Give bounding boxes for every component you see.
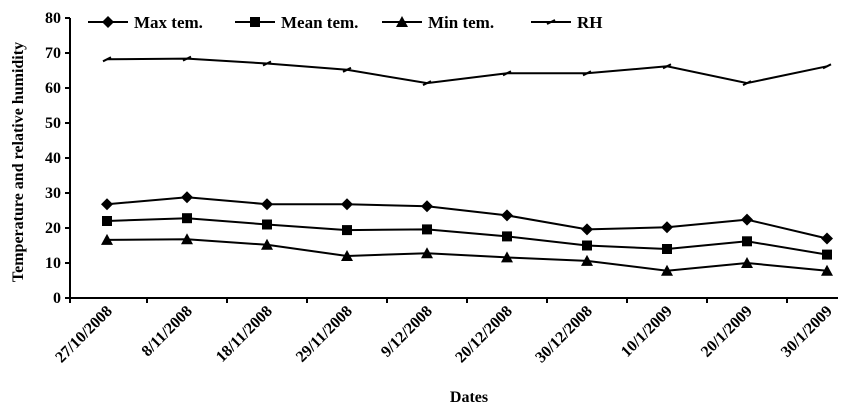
data-point [422,224,432,235]
data-point [742,236,752,247]
y-tick-label: 80 [45,10,61,27]
legend-label: Mean tem. [281,13,358,32]
data-point [262,219,272,230]
data-point [102,56,112,63]
legend-label: RH [577,13,603,32]
data-point [101,198,113,211]
legend-marker [250,17,260,27]
legend-label: Min tem. [428,13,494,32]
y-tick-label: 40 [45,150,61,167]
data-point [501,209,513,222]
data-point [741,213,753,226]
data-point [501,251,513,263]
y-tick-label: 70 [45,45,61,62]
data-point [502,231,512,242]
data-point [422,80,432,86]
x-tick-label: 18/11/2008 [213,303,276,366]
data-point [582,240,592,251]
legend-label: Max tem. [134,13,203,32]
series-dash [102,55,832,86]
data-point [662,63,672,70]
data-point [741,257,753,268]
data-point [421,200,433,213]
y-tick-label: 0 [53,290,61,307]
data-point [742,80,752,86]
data-point [581,223,593,236]
series-line [106,196,828,240]
x-tick-label: 9/12/2008 [378,303,436,361]
data-point [262,60,272,67]
data-point [662,244,672,254]
legend-marker [396,16,408,27]
y-tick-label: 20 [45,220,61,237]
data-point [181,191,193,204]
data-point [661,264,673,276]
data-point [502,70,512,77]
series-square [102,213,832,260]
legend-item: Min tem. [382,13,494,32]
data-point [661,221,673,234]
data-point [341,198,353,211]
y-axis-ticks: 0 10 20 30 40 50 60 70 80 [45,10,70,307]
data-point [421,247,433,259]
y-tick-label: 60 [45,80,61,97]
data-point [821,232,833,245]
x-axis-ticks: 27/10/2008 8/11/2008 18/11/2008 29/11/2008 9… [52,298,836,367]
x-tick-label: 29/11/2008 [293,303,356,366]
data-point [342,66,352,73]
data-point [821,264,833,276]
legend-item: Max tem. [88,13,203,32]
y-axis-title: Temperature and relative humidity [10,42,27,282]
data-point [101,233,113,245]
data-point [261,238,273,250]
x-tick-label: 8/11/2008 [139,303,196,360]
x-tick-label: 10/1/2009 [618,303,676,361]
data-point [261,198,273,211]
y-tick-label: 10 [45,255,61,272]
legend-item: RH [531,13,603,32]
x-tick-label: 20/1/2009 [698,303,756,361]
series-diamond [101,191,833,245]
series-line [106,57,828,85]
x-axis-title: Dates [450,389,488,406]
data-point [181,233,193,245]
series-line [106,238,828,272]
data-point [102,216,112,226]
data-point [182,55,192,62]
data-point [341,250,353,261]
data-point [182,213,192,224]
data-point [822,63,832,70]
data-point [582,70,592,77]
series-triangle [101,233,833,276]
series-layer [101,55,833,276]
legend-marker [546,19,556,25]
data-point [342,225,352,236]
y-tick-label: 50 [45,115,61,132]
data-point [581,254,593,266]
legend-marker [102,16,114,28]
legend: Max tem. Mean tem. Min tem. RH [88,13,603,32]
x-tick-label: 30/1/2009 [778,303,836,361]
x-tick-label: 27/10/2008 [52,303,116,367]
series-line [106,217,828,256]
data-point [822,249,832,260]
x-tick-label: 20/12/2008 [452,303,516,367]
y-tick-label: 30 [45,185,61,202]
legend-item: Mean tem. [235,13,358,32]
x-tick-label: 30/12/2008 [532,303,596,367]
